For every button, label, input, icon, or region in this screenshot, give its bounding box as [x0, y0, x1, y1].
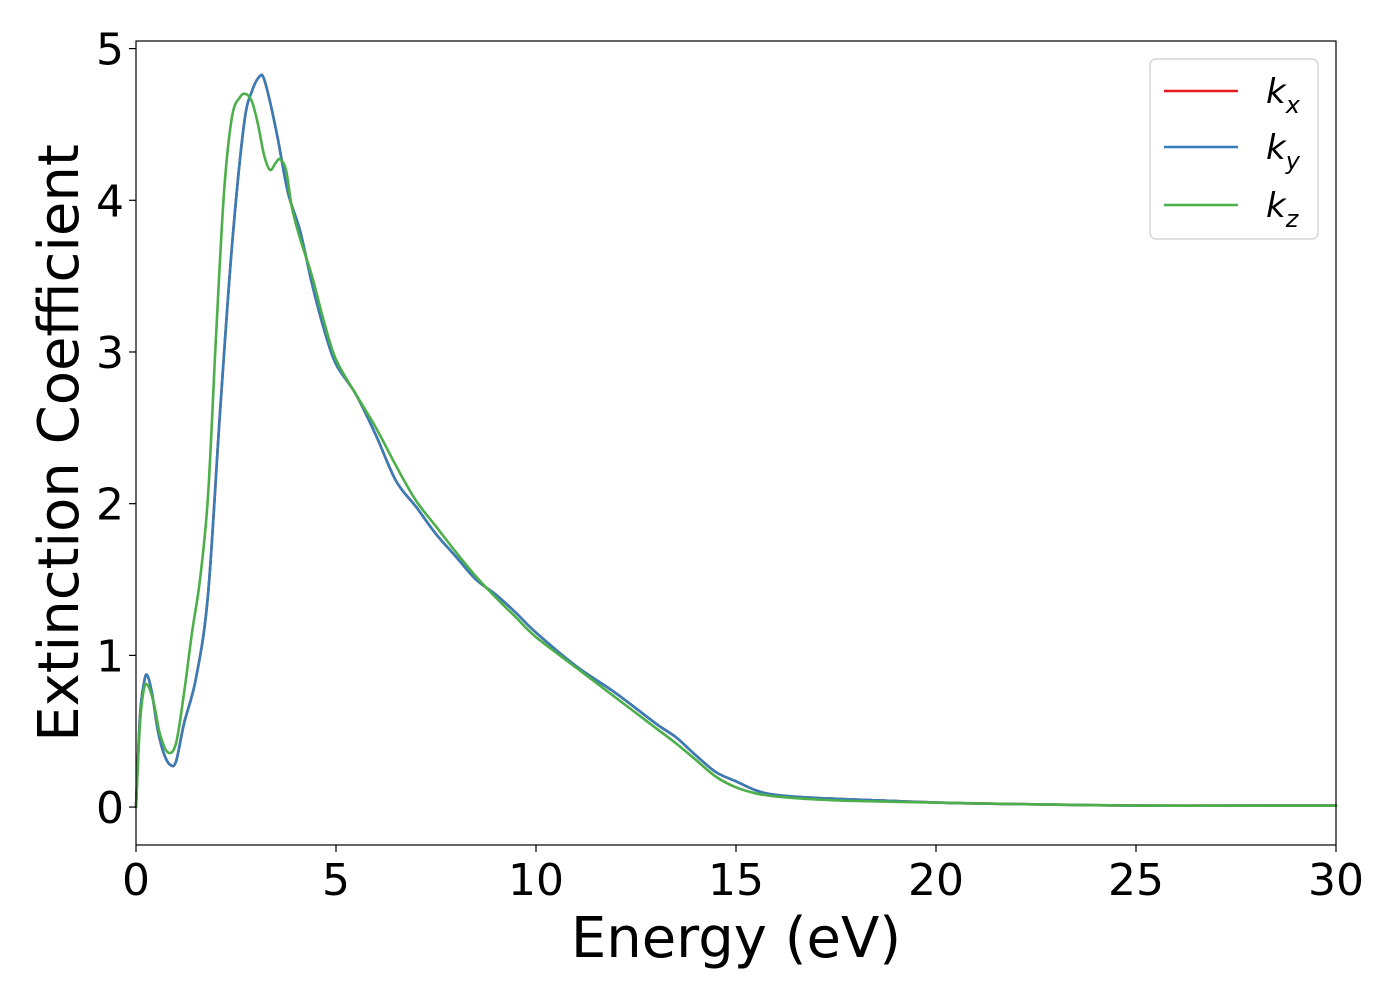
- x-tick-label: 25: [1108, 855, 1164, 906]
- x-tick-label: 20: [908, 855, 964, 906]
- series-line-kz: [134, 92, 1338, 809]
- plot-area: [136, 41, 1336, 845]
- series-layer: [134, 73, 1338, 809]
- x-axis-label: Energy (eV): [571, 906, 901, 971]
- legend-frame: [1149, 58, 1319, 240]
- y-tick-label: 5: [96, 25, 124, 76]
- y-tick-label: 3: [96, 328, 124, 379]
- y-tick-label: 4: [96, 176, 124, 227]
- x-axis-ticks: 0 5 10 15 20 25 30: [122, 845, 1364, 906]
- y-tick-label: 1: [96, 631, 124, 682]
- x-tick-label: 0: [122, 855, 150, 906]
- y-axis-label: Extinction Coefficient: [27, 144, 92, 742]
- y-tick-label: 0: [96, 783, 124, 834]
- y-tick-label: 2: [96, 480, 124, 531]
- x-tick-label: 15: [708, 855, 764, 906]
- x-tick-label: 5: [322, 855, 350, 906]
- x-tick-label: 10: [508, 855, 564, 906]
- y-axis-ticks: 0 1 2 3 4 5: [96, 25, 136, 834]
- x-tick-label: 30: [1308, 855, 1364, 906]
